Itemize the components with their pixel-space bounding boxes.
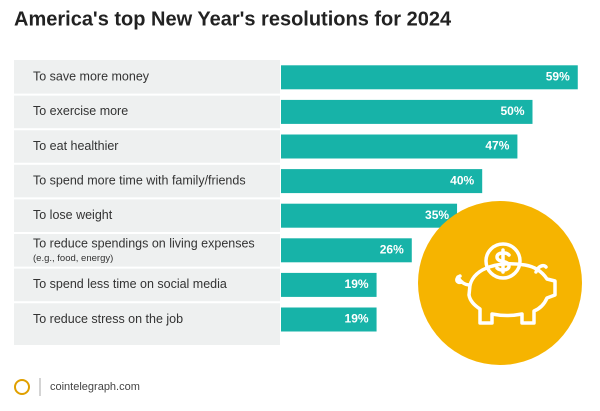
value-label: 40% <box>450 173 474 187</box>
category-label: To lose weight <box>33 208 113 222</box>
value-label: 26% <box>380 242 404 256</box>
bars: To save more money 59% To exercise more 50%… <box>14 65 578 332</box>
bar <box>281 65 578 90</box>
bar <box>281 203 458 228</box>
piggy-illustration <box>418 201 582 365</box>
bar <box>281 99 533 124</box>
bar <box>281 169 483 194</box>
category-label: To spend more time with family/friends <box>33 173 246 187</box>
category-label: To exercise more <box>33 104 128 118</box>
category-note: (e.g., food, energy) <box>33 253 113 264</box>
value-label: 35% <box>425 208 449 222</box>
label-panel <box>14 60 280 345</box>
category-label: To reduce stress on the job <box>33 312 183 326</box>
value-label: 50% <box>500 104 524 118</box>
category-label: To save more money <box>33 70 150 84</box>
value-label: 47% <box>485 139 509 153</box>
source: cointelegraph.com <box>50 381 140 393</box>
category-label: To eat healthier <box>33 139 118 153</box>
footer: cointelegraph.com <box>14 378 140 396</box>
bar <box>281 272 377 297</box>
category-label: To reduce spendings on living expenses <box>33 237 255 251</box>
chart-title: America's top New Year's resolutions for… <box>14 8 452 30</box>
bar <box>281 307 377 332</box>
bar <box>281 134 518 159</box>
value-label: 19% <box>345 277 369 291</box>
value-label: 59% <box>546 69 570 83</box>
category-label: To spend less time on social media <box>33 277 227 291</box>
value-label: 19% <box>345 312 369 326</box>
bar <box>281 238 412 263</box>
